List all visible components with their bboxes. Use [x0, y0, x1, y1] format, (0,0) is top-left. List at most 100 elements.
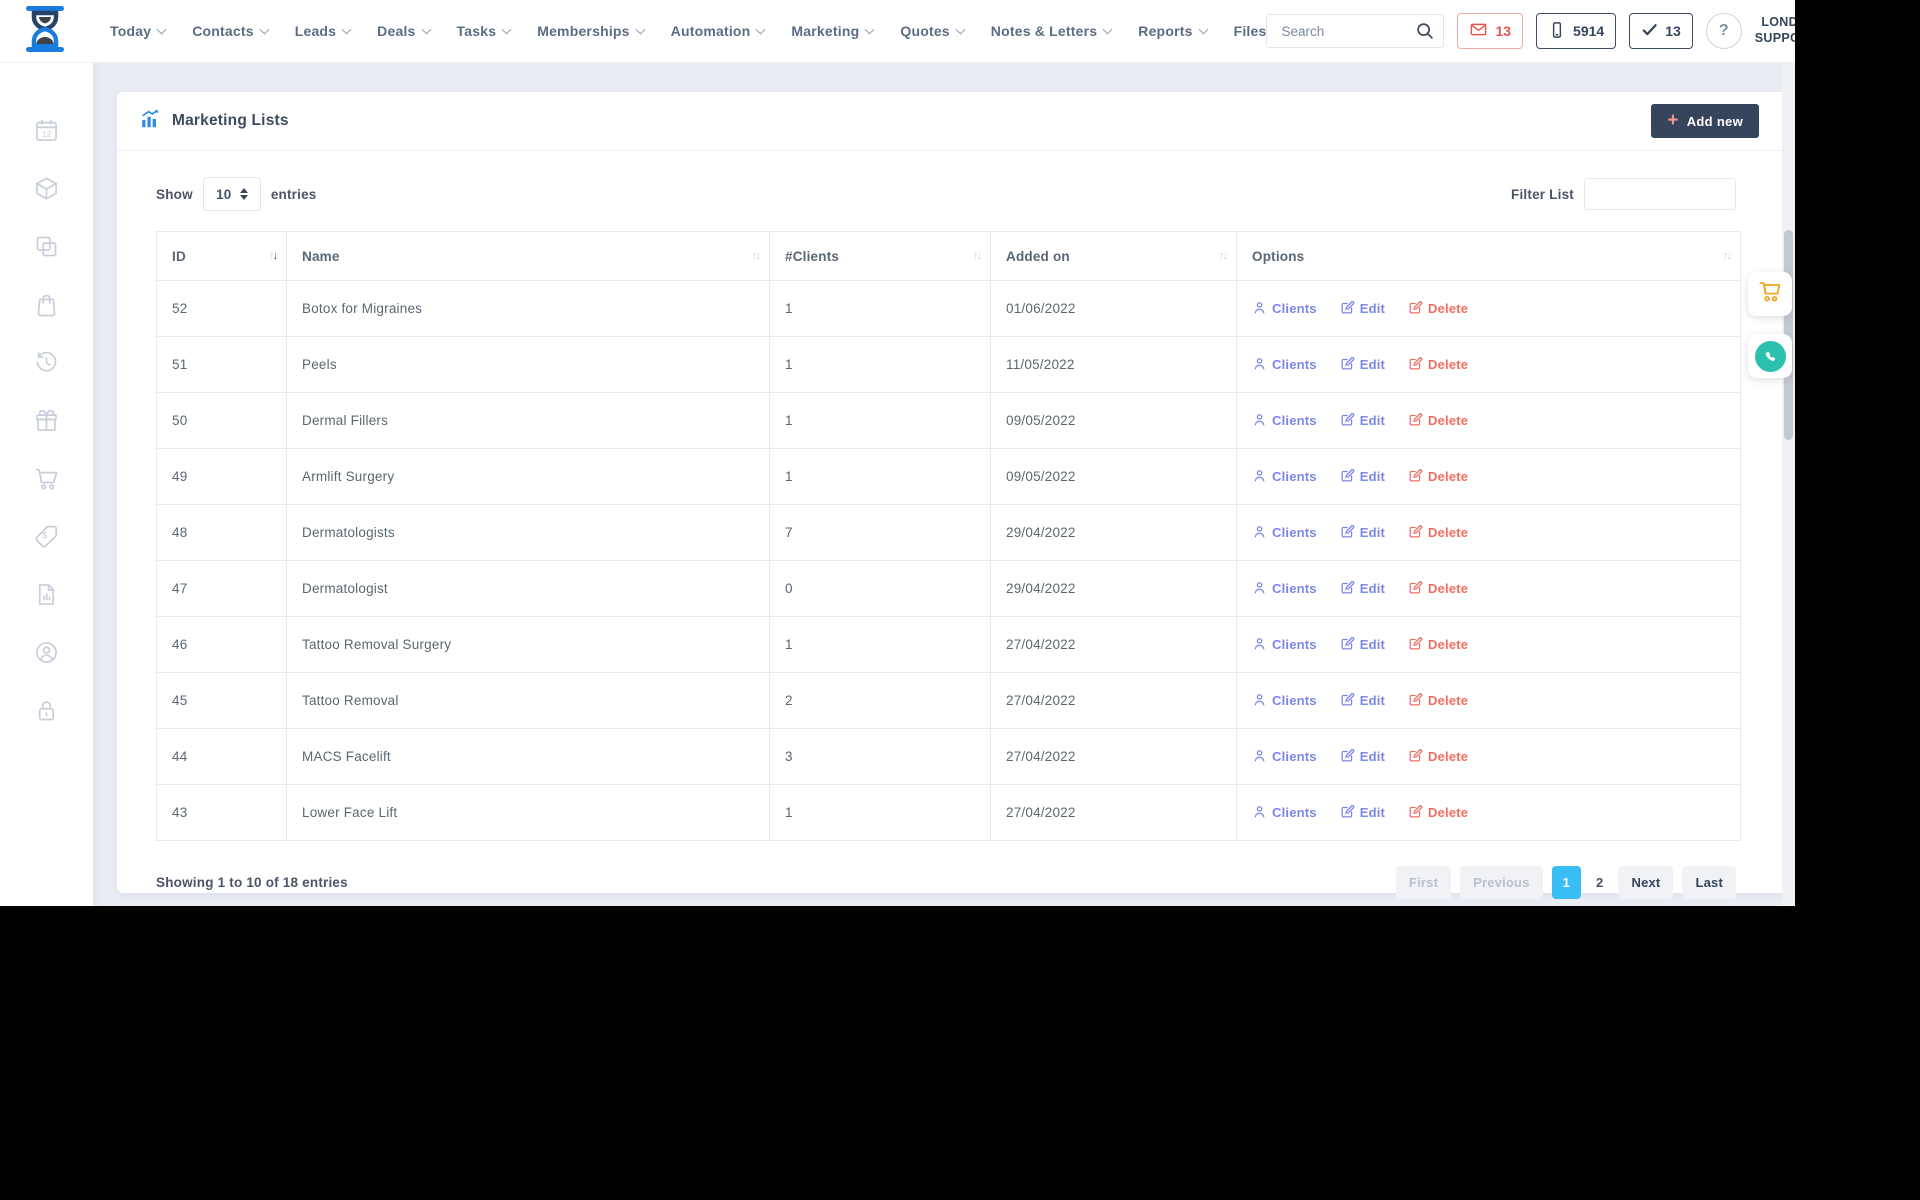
search-icon[interactable] — [1414, 20, 1435, 46]
lock-icon — [33, 697, 60, 729]
delete-link[interactable]: Delete — [1408, 692, 1468, 710]
clients-link[interactable]: Clients — [1252, 692, 1317, 710]
nav-item-today[interactable]: Today — [110, 23, 167, 39]
sidebar-item-shopping-bag[interactable] — [32, 294, 62, 320]
delete-link[interactable]: Delete — [1408, 524, 1468, 542]
delete-link[interactable]: Delete — [1408, 300, 1468, 318]
sort-icon: ↑↓ — [1723, 250, 1732, 262]
edit-link[interactable]: Edit — [1340, 300, 1385, 318]
clients-link[interactable]: Clients — [1252, 300, 1317, 318]
tasks-badge[interactable]: 13 — [1629, 13, 1693, 49]
check-icon — [1641, 21, 1658, 41]
delete-link[interactable]: Delete — [1408, 636, 1468, 654]
cart-floating-button[interactable] — [1748, 272, 1792, 316]
pagination-first[interactable]: First — [1395, 866, 1452, 899]
edit-link[interactable]: Edit — [1340, 468, 1385, 486]
sidebar-item-user-circle[interactable] — [32, 642, 62, 668]
clients-link[interactable]: Clients — [1252, 412, 1317, 430]
page-size-select[interactable]: 10 — [202, 177, 261, 211]
edit-link[interactable]: Edit — [1340, 412, 1385, 430]
sidebar-item-copy[interactable] — [32, 236, 62, 262]
app-logo[interactable] — [22, 3, 68, 59]
cell-added-on: 09/05/2022 — [990, 392, 1237, 449]
search-input[interactable] — [1279, 22, 1414, 40]
nav-item-quotes[interactable]: Quotes — [900, 23, 966, 39]
column-header-id[interactable]: ID ↑↓ — [156, 231, 287, 281]
nav-item-deals[interactable]: Deals — [377, 23, 431, 39]
sidebar-item-tag[interactable]: $ — [32, 525, 62, 552]
cell-clients: 1 — [769, 280, 991, 337]
column-header-added-on[interactable]: Added on ↑↓ — [990, 231, 1237, 281]
delete-link[interactable]: Delete — [1408, 468, 1468, 486]
cell-id: 45 — [156, 672, 287, 729]
sidebar-item-cart[interactable] — [32, 468, 62, 494]
filter-label: Filter List — [1511, 186, 1574, 202]
filter-input[interactable] — [1584, 178, 1736, 210]
cell-id: 47 — [156, 560, 287, 617]
sidebar-item-report[interactable] — [32, 584, 62, 610]
add-new-button[interactable]: + Add new — [1651, 104, 1759, 138]
cell-name: Lower Face Lift — [286, 784, 770, 841]
edit-link[interactable]: Edit — [1340, 524, 1385, 542]
nav-item-memberships[interactable]: Memberships — [537, 23, 646, 39]
cell-clients: 1 — [769, 336, 991, 393]
person-icon — [1252, 300, 1267, 318]
help-button[interactable]: ? — [1705, 13, 1742, 49]
cart-icon — [1757, 279, 1783, 310]
sidebar-item-box[interactable] — [32, 177, 62, 204]
nav-item-files[interactable]: Files — [1233, 23, 1267, 39]
sidebar-item-gift[interactable] — [32, 409, 62, 436]
whatsapp-floating-button[interactable] — [1748, 334, 1792, 378]
pagination-previous[interactable]: Previous — [1460, 866, 1543, 899]
chevron-down-icon — [1102, 24, 1113, 34]
mail-badge[interactable]: 13 — [1457, 13, 1524, 49]
sidebar-item-history[interactable] — [32, 351, 62, 378]
sidebar-item-lock[interactable] — [32, 700, 62, 726]
clients-link[interactable]: Clients — [1252, 636, 1317, 654]
chevron-down-icon — [341, 24, 352, 34]
edit-link[interactable]: Edit — [1340, 748, 1385, 766]
column-header-clients[interactable]: #Clients ↑↓ — [769, 231, 991, 281]
phone-badge[interactable]: 5914 — [1536, 13, 1617, 49]
clients-link[interactable]: Clients — [1252, 580, 1317, 598]
delete-link[interactable]: Delete — [1408, 580, 1468, 598]
delete-link[interactable]: Delete — [1408, 356, 1468, 374]
nav-item-leads[interactable]: Leads — [295, 23, 352, 39]
clients-link[interactable]: Clients — [1252, 804, 1317, 822]
pagination-next[interactable]: Next — [1618, 866, 1674, 899]
edit-link[interactable]: Edit — [1340, 580, 1385, 598]
clients-link[interactable]: Clients — [1252, 748, 1317, 766]
edit-icon — [1340, 468, 1355, 486]
person-icon — [1252, 580, 1267, 598]
nav-item-reports[interactable]: Reports — [1138, 23, 1209, 39]
clients-link[interactable]: Clients — [1252, 468, 1317, 486]
nav-item-automation[interactable]: Automation — [671, 23, 766, 39]
account-name[interactable]: LONDON SUPPORT — [1755, 15, 1795, 46]
nav-item-tasks[interactable]: Tasks — [457, 23, 512, 39]
column-header-options[interactable]: Options ↑↓ — [1236, 231, 1741, 281]
pagination-last[interactable]: Last — [1682, 866, 1736, 899]
cell-name: Armlift Surgery — [286, 448, 770, 505]
cell-options: Clients Edit Delete — [1236, 504, 1741, 561]
scrollbar-track[interactable] — [1782, 62, 1795, 906]
edit-link[interactable]: Edit — [1340, 804, 1385, 822]
app-window: Today Contacts Leads Deals Tasks Memberships A… — [0, 0, 1795, 906]
nav-item-notes-letters[interactable]: Notes & Letters — [991, 23, 1113, 39]
cell-added-on: 27/04/2022 — [990, 616, 1237, 673]
chevron-down-icon — [955, 24, 966, 34]
sidebar-item-calendar[interactable]: 12 — [32, 119, 62, 146]
delete-link[interactable]: Delete — [1408, 412, 1468, 430]
nav-item-contacts[interactable]: Contacts — [192, 23, 270, 39]
pagination-page-1[interactable]: 1 — [1551, 866, 1582, 899]
column-header-name[interactable]: Name ↑↓ — [286, 231, 770, 281]
delete-link[interactable]: Delete — [1408, 804, 1468, 822]
delete-link[interactable]: Delete — [1408, 748, 1468, 766]
nav-item-marketing[interactable]: Marketing — [791, 23, 875, 39]
clients-link[interactable]: Clients — [1252, 524, 1317, 542]
edit-link[interactable]: Edit — [1340, 636, 1385, 654]
pagination-page-2[interactable]: 2 — [1590, 866, 1609, 899]
edit-link[interactable]: Edit — [1340, 356, 1385, 374]
clients-link[interactable]: Clients — [1252, 356, 1317, 374]
edit-link[interactable]: Edit — [1340, 692, 1385, 710]
whatsapp-icon — [1754, 340, 1786, 372]
